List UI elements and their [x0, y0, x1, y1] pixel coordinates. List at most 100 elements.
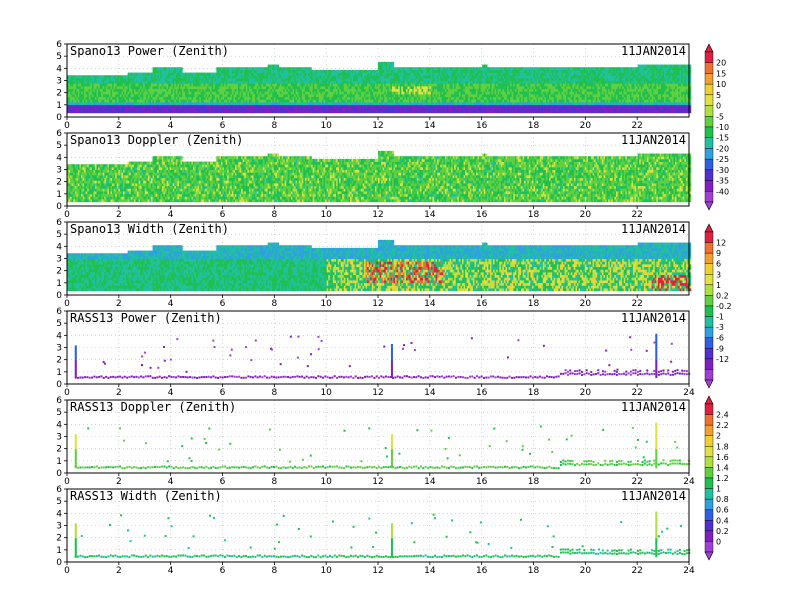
heatmap-cell — [132, 94, 135, 98]
heatmap-cell — [339, 80, 342, 84]
heatmap-cell — [419, 91, 423, 95]
heatmap-cell — [233, 91, 236, 95]
heatmap-cell — [266, 110, 269, 114]
heatmap-cell — [301, 80, 305, 84]
heatmap-cell — [419, 94, 423, 98]
heatmap-cell — [211, 72, 214, 76]
heatmap-cell — [129, 75, 132, 79]
heatmap-cell — [524, 72, 527, 76]
heatmap-cell — [135, 99, 138, 103]
heatmap-cell — [115, 88, 118, 92]
heatmap-cell — [437, 91, 440, 95]
heatmap-cell — [227, 107, 230, 111]
heatmap-cell — [499, 94, 502, 98]
heatmap-cell — [353, 107, 356, 111]
heatmap-cell — [485, 94, 488, 98]
heatmap-cell — [133, 96, 137, 100]
heatmap-cell — [222, 85, 225, 90]
heatmap-cell — [382, 85, 385, 90]
heatmap-cell — [146, 75, 149, 79]
heatmap-cell — [329, 96, 332, 100]
heatmap-cell — [483, 72, 486, 76]
heatmap-cell — [174, 67, 177, 71]
heatmap-cell — [287, 69, 291, 73]
heatmap-cell — [345, 96, 348, 100]
heatmap-cell — [485, 67, 488, 71]
heatmap-cell — [427, 83, 430, 87]
heatmap-cell — [287, 85, 291, 90]
heatmap-cell — [469, 94, 472, 98]
heatmap-cell — [189, 104, 193, 108]
heatmap-cell — [130, 83, 133, 87]
heatmap-cell — [485, 80, 488, 84]
heatmap-cell — [374, 94, 378, 98]
heatmap-cell — [475, 102, 479, 106]
heatmap-cell — [491, 94, 494, 98]
heatmap-cell — [228, 88, 231, 92]
heatmap-cell — [404, 110, 407, 114]
heatmap-cell — [516, 94, 519, 98]
heatmap-cell — [250, 67, 253, 71]
heatmap-cell — [418, 75, 421, 79]
heatmap-cell — [284, 96, 287, 100]
heatmap-cell — [168, 104, 171, 108]
heatmap-cell — [126, 102, 129, 106]
heatmap-cell — [197, 102, 200, 106]
heatmap-cell — [82, 75, 85, 79]
heatmap-cell — [121, 102, 124, 106]
heatmap-cell — [276, 69, 280, 73]
heatmap-cell — [292, 94, 295, 98]
heatmap-cell — [451, 96, 454, 100]
heatmap-cell — [329, 85, 332, 90]
heatmap-cell — [174, 107, 177, 111]
heatmap-cell — [502, 104, 505, 108]
heatmap-cell — [157, 83, 160, 87]
heatmap-cell — [171, 94, 174, 98]
heatmap-cell — [266, 94, 269, 98]
heatmap-cell — [475, 99, 479, 103]
heatmap-cell — [449, 67, 452, 71]
heatmap-cell — [336, 75, 339, 79]
heatmap-cell — [272, 96, 275, 100]
heatmap-cell — [440, 104, 443, 108]
heatmap-cell — [353, 88, 356, 92]
heatmap-cell — [290, 107, 294, 111]
heatmap-cell — [121, 77, 124, 82]
heatmap-cell — [183, 72, 186, 76]
heatmap-cell — [169, 72, 172, 76]
heatmap-cell — [468, 88, 471, 92]
heatmap-cell — [320, 69, 323, 73]
heatmap-cell — [479, 99, 482, 103]
heatmap-cell — [196, 83, 199, 87]
heatmap-cell — [132, 91, 135, 95]
heatmap-cell — [381, 72, 384, 76]
heatmap-cell — [393, 72, 396, 76]
heatmap-cell — [353, 80, 356, 84]
heatmap-cell — [239, 102, 242, 106]
heatmap-cell — [295, 107, 298, 111]
heatmap-cell — [230, 67, 233, 71]
heatmap-cell — [477, 83, 480, 87]
heatmap-cell — [273, 69, 277, 73]
heatmap-cell — [312, 72, 315, 76]
heatmap-cell — [311, 69, 314, 73]
heatmap-cell — [499, 69, 502, 73]
heatmap-cell — [301, 72, 305, 76]
heatmap-cell — [220, 104, 224, 108]
heatmap-cell — [136, 77, 140, 82]
heatmap-cell — [163, 99, 166, 103]
heatmap-cell — [507, 85, 510, 90]
heatmap-cell — [469, 102, 472, 106]
heatmap-cell — [379, 104, 382, 108]
heatmap-cell — [393, 80, 396, 84]
heatmap-cell — [144, 107, 147, 111]
heatmap-cell — [336, 72, 339, 76]
heatmap-cell — [409, 88, 412, 92]
heatmap-cell — [91, 99, 95, 103]
heatmap-cell — [480, 99, 483, 103]
heatmap-cell — [356, 88, 359, 92]
heatmap-cell — [93, 94, 96, 98]
heatmap-cell — [416, 88, 420, 92]
heatmap-cell — [328, 75, 331, 79]
heatmap-cell — [482, 96, 485, 100]
